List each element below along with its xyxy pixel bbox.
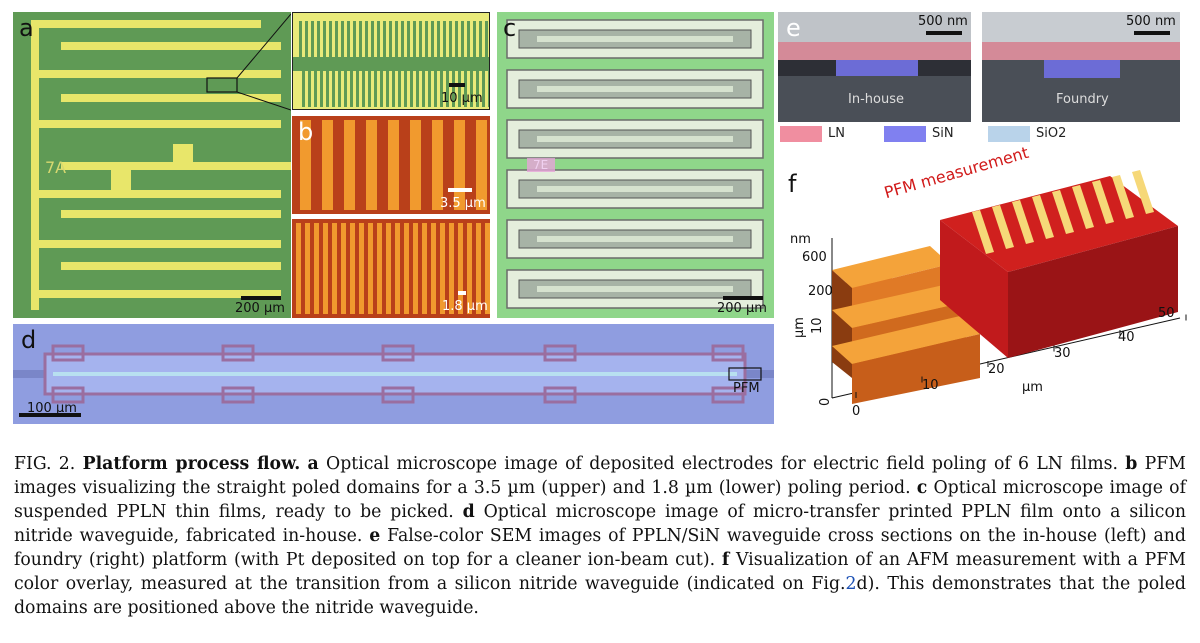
pfm-domains-lower [296, 223, 490, 314]
panel-e-left-scale-text: 500 nm [918, 14, 968, 29]
panel-c-film-label: 7E [533, 158, 549, 172]
panel-f-y-tick-10: 10 [810, 317, 825, 334]
panel-a-electrode-label: 7A [45, 158, 67, 177]
panel-e-right-scale-bar [1134, 31, 1170, 35]
panel-e-right: 500 nm Foundry [982, 12, 1180, 122]
electrode-pattern [31, 13, 291, 310]
panel-f-z-tick-600: 600 [802, 250, 827, 265]
caption-title: Platform process flow. [82, 454, 301, 474]
caption-text-a: Optical microscope image of deposited el… [318, 454, 1126, 474]
caption-text-f: Visualization of an AFM measurement with… [14, 550, 1186, 594]
panel-f-label: f [788, 170, 797, 198]
panel-f-y-unit: µm [792, 317, 807, 338]
panel-c-scale-text: 200 µm [717, 301, 767, 316]
panel-a-scale-bar [241, 296, 281, 300]
panel-f-afm-3d [831, 170, 1187, 404]
panel-b-label: b [298, 118, 314, 146]
panel-d-scale-text: 100 µm [27, 401, 77, 416]
pfm-domains-upper [300, 120, 487, 210]
panel-f-x-tick-30: 30 [1054, 346, 1071, 361]
caption-text-f-end: d). This demonstrates that the poled dom… [14, 574, 1186, 618]
comb-pattern [293, 21, 489, 107]
panel-d-scale-bar [19, 413, 81, 417]
legend-sin-swatch [884, 126, 926, 142]
panel-a-zoom-scale-text: 10 µm [441, 91, 483, 106]
caption-fig-number: FIG. 2. [14, 454, 76, 474]
panel-e-right-tag: Foundry [1056, 92, 1109, 107]
panel-d-pfm-box-label: PFM [733, 381, 760, 396]
panel-f-x-unit: µm [1022, 380, 1043, 395]
panel-e-left: e 500 nm In-house [778, 12, 971, 122]
panel-a: a 7A 200 µm [13, 12, 291, 318]
panel-b-upper-scale-bar [448, 188, 472, 192]
panel-f-x-tick-50: 50 [1158, 306, 1175, 321]
legend-ln-swatch [780, 126, 822, 142]
panel-f-y-tick-0: 0 [818, 397, 833, 406]
caption-key-e: e [369, 526, 381, 546]
caption-text-c: Optical microscope image of suspended PP… [14, 478, 1186, 522]
panel-f-z-tick-200: 200 [808, 284, 833, 299]
panel-a-label: a [19, 14, 34, 42]
transfer-printed-film [13, 344, 774, 404]
caption-key-b: b [1125, 454, 1138, 474]
legend-sin-label: SiN [932, 126, 954, 141]
legend-sio2-swatch [988, 126, 1030, 142]
panel-d-label: d [21, 326, 37, 354]
panel-e-left-scale-bar [926, 31, 962, 35]
caption-key-f: f [721, 550, 730, 570]
caption-key-d: d [462, 502, 475, 522]
panel-d: d PFM 100 µm [13, 324, 774, 424]
figure-caption: FIG. 2. Platform process flow. a Optical… [14, 452, 1186, 620]
panel-a-scale-text: 200 µm [235, 301, 285, 316]
panel-c-scale-bar [723, 296, 763, 300]
panel-c: c 7E 200 µm [497, 12, 774, 318]
suspended-films [506, 19, 764, 309]
panel-b-lower-scale-text: 1.8 µm [442, 299, 488, 314]
panel-f-x-tick-0: 0 [852, 404, 861, 419]
panel-f-x-tick-10: 10 [922, 378, 939, 393]
panel-e-right-scale-text: 500 nm [1126, 14, 1176, 29]
panel-a-zoom-scale-bar [449, 83, 465, 87]
caption-text-d: Optical microscope image of micro-transf… [14, 502, 1186, 546]
panel-b-lower: 1.8 µm [292, 219, 490, 318]
legend-sio2-label: SiO2 [1036, 126, 1067, 141]
panel-f-x-tick-20: 20 [988, 362, 1005, 377]
panel-f-x-tick-40: 40 [1118, 330, 1135, 345]
caption-key-c: c [916, 478, 928, 498]
panel-b-lower-scale-bar [458, 291, 466, 295]
panel-b-upper-scale-text: 3.5 µm [440, 196, 486, 211]
panel-b-upper: b 3.5 µm [292, 116, 490, 214]
panel-a-zoom: 10 µm [292, 12, 490, 110]
legend-ln-label: LN [828, 126, 845, 141]
panel-e-label: e [786, 14, 801, 42]
panel-f-z-unit: nm [790, 232, 811, 247]
caption-text-e: False-color SEM images of PPLN/SiN waveg… [14, 526, 1186, 570]
panel-c-label: c [503, 14, 517, 42]
caption-text-b: PFM images visualizing the straight pole… [14, 454, 1186, 498]
caption-figure-ref-link[interactable]: 2 [845, 574, 857, 594]
caption-key-a: a [307, 454, 319, 474]
panel-e-left-tag: In-house [848, 92, 904, 107]
